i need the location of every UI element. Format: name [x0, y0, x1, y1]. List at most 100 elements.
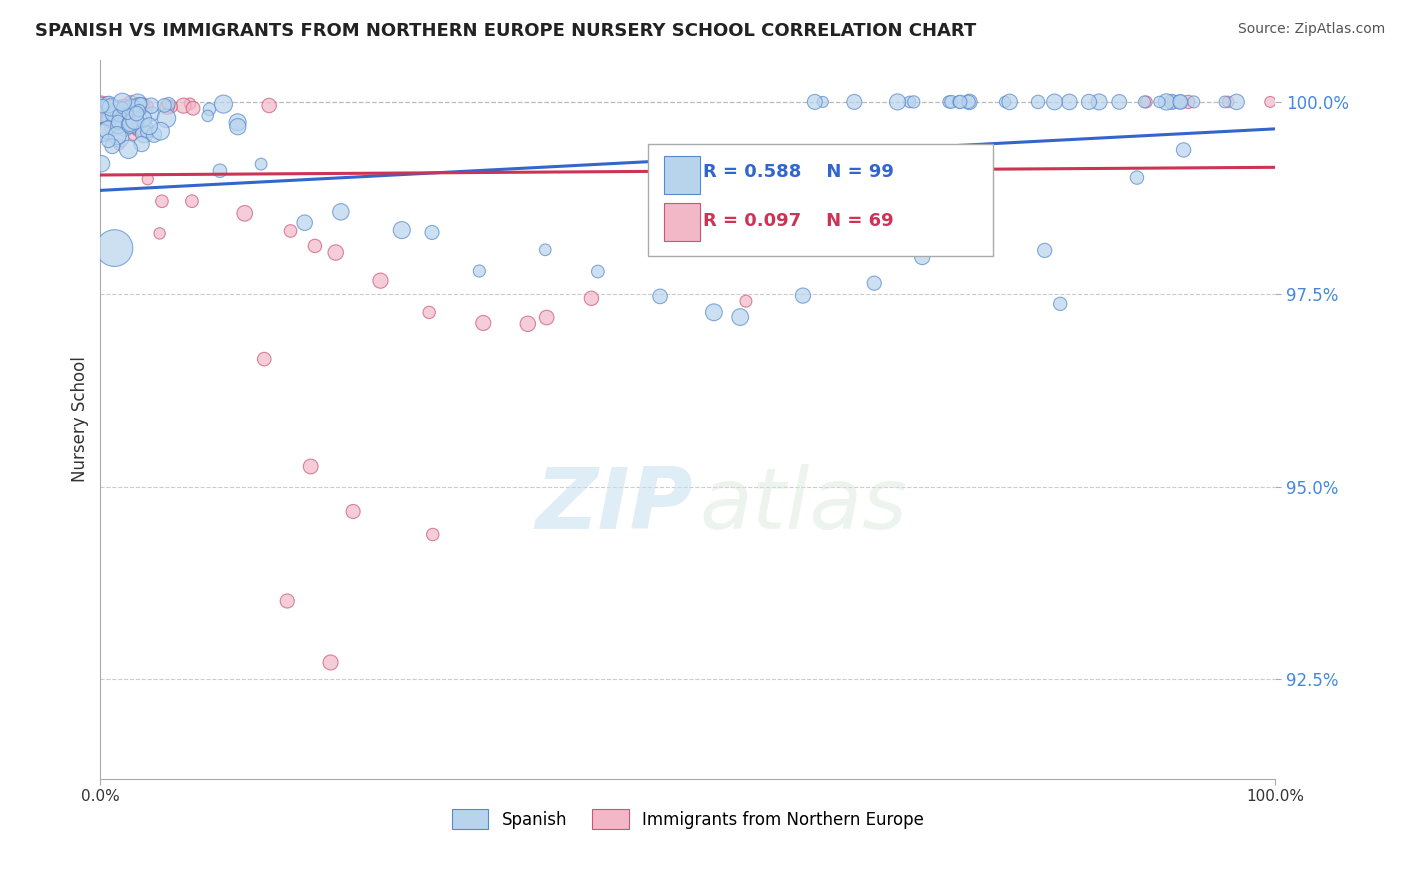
Point: [131, 98, 153, 112]
Point: [420, 226, 443, 240]
Point: [120, 96, 142, 111]
Point: [107, 115, 129, 129]
Text: atlas: atlas: [699, 464, 907, 547]
Point: [1149, 95, 1171, 109]
Point: [141, 98, 163, 112]
Point: [233, 206, 256, 220]
Point: [90, 105, 112, 120]
Point: [149, 227, 172, 241]
Point: [117, 142, 139, 156]
Point: [91, 99, 114, 113]
Point: [115, 102, 138, 116]
Point: [844, 95, 866, 109]
Point: [101, 113, 124, 128]
Point: [1026, 95, 1049, 109]
Point: [998, 95, 1021, 109]
Point: [101, 120, 124, 135]
Point: [108, 108, 131, 122]
Point: [128, 98, 150, 112]
Point: [103, 241, 125, 255]
Point: [468, 264, 491, 278]
Point: [111, 101, 134, 115]
Point: [586, 264, 609, 278]
Point: [941, 95, 963, 109]
Point: [124, 113, 146, 128]
Point: [134, 127, 156, 141]
Point: [703, 305, 725, 319]
Point: [253, 352, 276, 367]
Point: [97, 134, 120, 148]
Point: [949, 95, 972, 109]
Point: [1078, 95, 1101, 109]
Point: [197, 109, 219, 123]
Point: [1033, 244, 1056, 258]
Point: [948, 95, 970, 109]
Point: [124, 100, 146, 114]
Point: [325, 245, 347, 260]
Point: [1168, 95, 1191, 109]
Point: [156, 100, 179, 114]
Point: [157, 96, 180, 111]
Point: [97, 105, 120, 120]
Point: [91, 100, 114, 114]
Point: [391, 223, 413, 237]
Point: [118, 117, 141, 131]
Point: [132, 112, 155, 126]
Point: [96, 112, 118, 126]
Point: [472, 316, 495, 330]
Point: [125, 106, 148, 120]
Point: [1173, 143, 1195, 157]
Point: [957, 95, 980, 109]
Point: [581, 291, 603, 305]
Point: [136, 172, 159, 186]
Point: [370, 274, 392, 288]
Point: [1133, 95, 1156, 109]
Point: [107, 119, 129, 133]
Point: [105, 128, 128, 143]
Point: [886, 95, 908, 109]
Point: [1168, 95, 1191, 109]
Point: [1182, 95, 1205, 109]
Point: [131, 137, 153, 152]
Point: [127, 95, 149, 110]
Text: R = 0.588    N = 99: R = 0.588 N = 99: [703, 163, 894, 181]
Point: [994, 95, 1017, 109]
Point: [957, 95, 980, 109]
Point: [276, 594, 298, 608]
Point: [179, 96, 201, 111]
Point: [863, 276, 886, 290]
Point: [96, 100, 118, 114]
Point: [418, 305, 440, 319]
Point: [90, 97, 112, 112]
Point: [181, 101, 204, 115]
Point: [319, 656, 342, 670]
Point: [112, 98, 135, 112]
Point: [125, 97, 148, 112]
Point: [135, 125, 157, 139]
Point: [121, 101, 143, 115]
Point: [342, 504, 364, 518]
Point: [141, 107, 163, 121]
Point: [90, 108, 112, 122]
Point: [1163, 95, 1185, 109]
Point: [898, 95, 921, 109]
Point: [329, 204, 352, 219]
Point: [100, 100, 122, 114]
Point: [299, 459, 322, 474]
Point: [105, 101, 128, 115]
Point: [198, 102, 221, 116]
Point: [967, 225, 990, 239]
Point: [131, 98, 153, 112]
Point: [117, 107, 139, 121]
Point: [160, 100, 183, 114]
Point: [96, 96, 118, 111]
Text: R = 0.097    N = 69: R = 0.097 N = 69: [703, 211, 894, 229]
Text: Source: ZipAtlas.com: Source: ZipAtlas.com: [1237, 22, 1385, 37]
Point: [534, 243, 557, 257]
Point: [1043, 95, 1066, 109]
Text: ZIP: ZIP: [534, 464, 692, 547]
Point: [128, 103, 150, 118]
Point: [110, 102, 132, 116]
Point: [1213, 95, 1236, 109]
Point: [226, 115, 249, 129]
